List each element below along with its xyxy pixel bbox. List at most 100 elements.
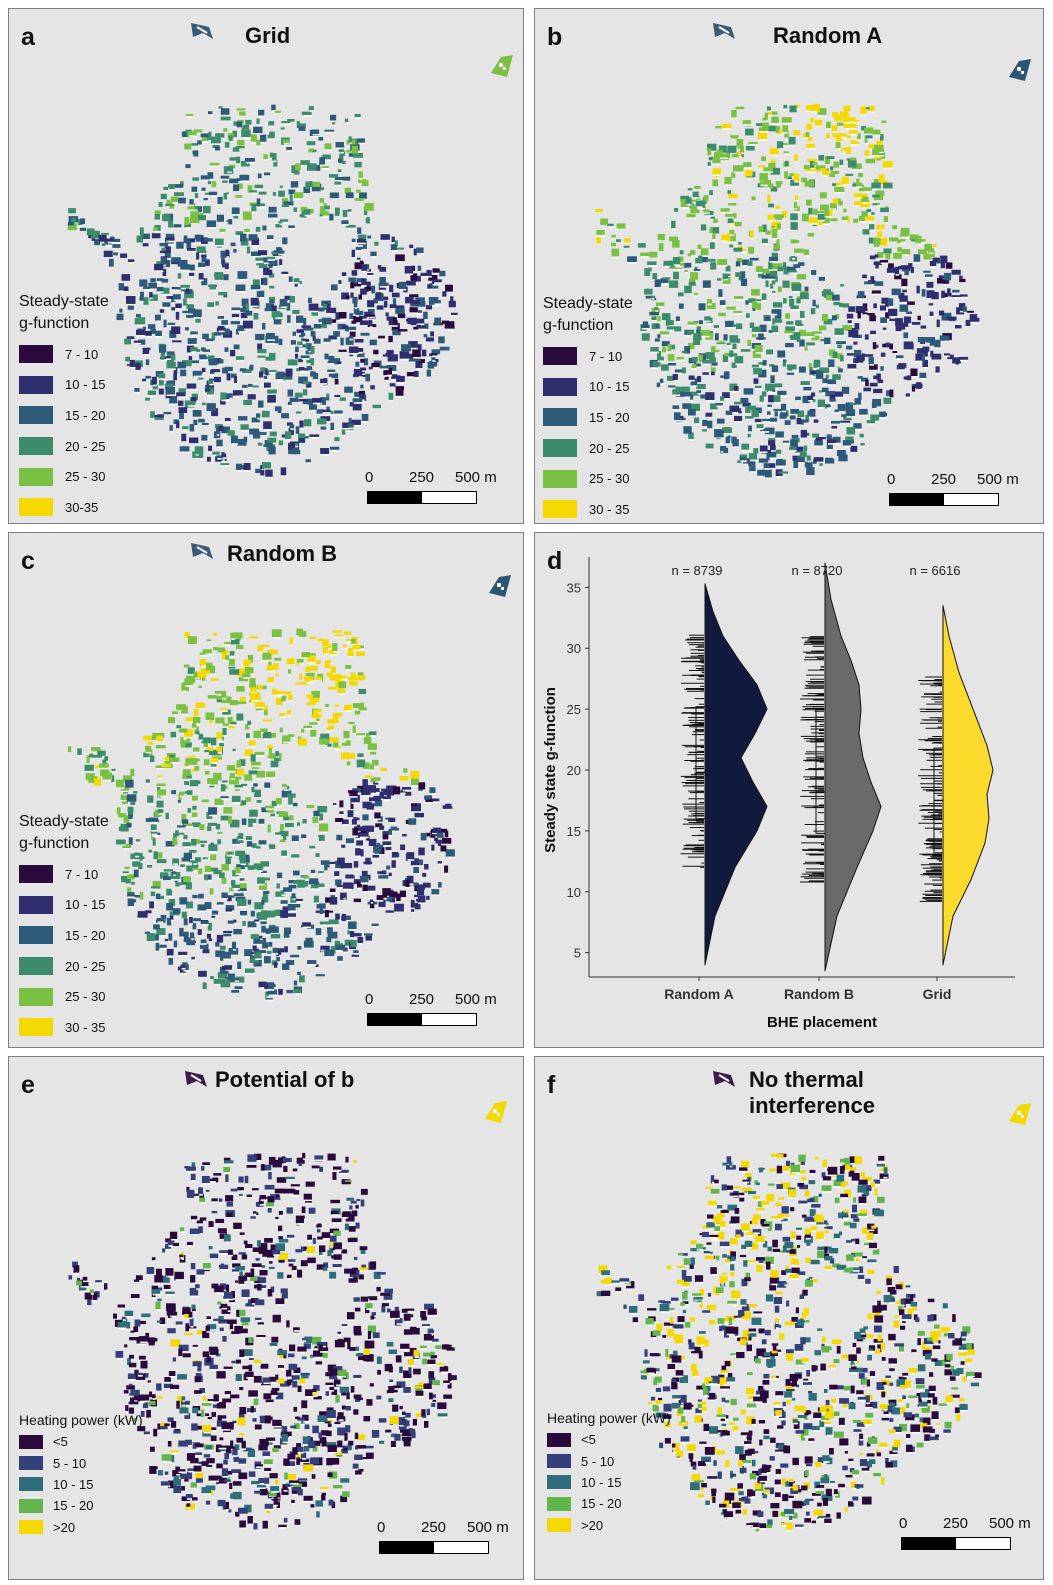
inset-map-icon [485,1101,507,1123]
legend-label: 15 - 20 [65,407,106,423]
legend-item: 15 - 20 [19,1495,143,1516]
legend-item: 10 - 15 [19,1474,143,1495]
legend-item: <5 [19,1431,143,1452]
legend-label: 25 - 30 [65,469,106,485]
legend-swatch [19,1498,43,1513]
inset-map-icon [489,575,511,597]
x-axis-label: BHE placement [767,1014,877,1031]
map-a [67,104,458,477]
x-tick-label: Random B [784,986,854,1002]
scale-label-250: 250 [943,1515,969,1532]
north-arrow-icon [713,1071,735,1087]
panel-label: f [547,1071,556,1099]
legend-label: 15 - 20 [53,1498,94,1514]
building-footprints [67,628,455,1001]
legend-item: 10 - 15 [19,890,109,921]
y-tick-label: 10 [567,885,581,900]
panel-label: e [21,1071,35,1099]
legend-item: 20 - 25 [19,431,109,462]
legend-swatch [19,345,53,364]
scale-label-250: 250 [931,471,957,488]
legend-label: 15 - 20 [589,409,630,425]
map-b [595,103,980,479]
legend-swatch [19,437,53,456]
scale-label-500: 500 m [455,991,497,1008]
legend-heating-power: Heating power (kW) <5 5 - 10 10 - 15 15 - 2… [547,1409,671,1536]
legend-label: 20 - 25 [589,440,630,456]
legend-label: 15 - 20 [65,927,106,943]
scale-label-0: 0 [365,469,374,486]
legend-label: 10 - 15 [65,377,106,393]
legend-swatch [543,347,577,366]
legend-label: 10 - 15 [65,897,106,913]
y-tick-label: 30 [567,641,581,656]
legend-item: 7 - 10 [543,341,633,372]
legend-label: 30-35 [65,499,99,515]
panel-label: c [21,547,35,575]
panel-a-grid: a Grid Steady-state g-function 7 - 10 10 … [8,8,524,524]
y-tick-label: 5 [574,946,581,961]
scale-label-500: 500 m [455,469,497,486]
legend-swatch [547,1496,571,1511]
legend-swatch [19,498,53,517]
legend-swatch [19,1477,43,1492]
legend-g-function: Steady-state g-function 7 - 10 10 - 15 15 … [19,291,109,523]
legend-title: Steady-state g-function [19,293,109,332]
legend-item: 7 - 10 [19,339,109,370]
scale-label-0: 0 [365,991,374,1008]
scale-label-0: 0 [377,1519,386,1536]
legend-swatch [547,1454,571,1469]
legend-swatch [543,439,577,458]
legend-item: 25 - 30 [543,463,633,494]
panel-title: Potential of b [215,1067,355,1092]
legend-item: <5 [547,1429,671,1450]
legend-item: 30-35 [19,492,109,523]
legend-item: >20 [547,1515,671,1536]
scale-label-250: 250 [421,1519,447,1536]
legend-item: 15 - 20 [547,1493,671,1514]
scale-bar: 0 250 500 m [887,471,1019,511]
legend-heating-power: Heating power (kW) <5 5 - 10 10 - 15 15 - 2… [19,1411,143,1538]
inset-map-icon [1009,1103,1031,1125]
legend-item: 10 - 15 [543,372,633,403]
legend-label: 10 - 15 [53,1476,94,1492]
legend-swatch [19,1456,43,1471]
legend-item: 15 - 20 [543,402,633,433]
legend-title: Steady-state g-function [19,813,109,852]
n-count-label: n = 6616 [910,563,961,578]
panel-b-random-a: b Random A Steady-state g-function 7 - 1… [534,8,1044,524]
legend-label: 7 - 10 [65,346,99,362]
legend-label: 30 - 35 [589,501,630,517]
violin-grid [942,605,994,966]
legend-item: 10 - 15 [19,370,109,401]
legend-label: 10 - 15 [589,379,630,395]
legend-swatch [543,408,577,427]
legend-item: 25 - 30 [19,981,109,1012]
legend-label: >20 [53,1519,76,1535]
violin-chart: 5 10 15 20 25 30 35 Steady state g-function BHE … [542,557,1015,1031]
legend-label: 20 - 25 [65,958,106,974]
map-c [67,628,455,1001]
building-footprints [68,1152,457,1532]
legend-swatch [543,377,577,396]
legend-item: 7 - 10 [19,859,109,890]
panel-f-no-thermal-interference: f No thermal interference Heating power … [534,1056,1044,1580]
scale-label-500: 500 m [989,1515,1031,1532]
building-footprints [67,104,458,477]
violin-random-b [824,562,882,972]
legend-label: 30 - 35 [65,1019,106,1035]
legend-swatch [547,1475,571,1490]
scale-label-500: 500 m [467,1519,509,1536]
legend-swatch [543,469,577,488]
panel-label: a [21,23,35,51]
legend-label: <5 [581,1432,596,1448]
legend-swatch [19,987,53,1006]
legend-title: Heating power (kW) [19,1412,143,1428]
legend-label: >20 [581,1517,604,1533]
legend-item: 5 - 10 [19,1452,143,1473]
legend-title: Heating power (kW) [547,1410,671,1426]
panel-c-random-b: c Random B Steady-state g-function 7 - 1… [8,532,524,1048]
legend-swatch [19,375,53,394]
panel-d-violin-chart: d 5 10 15 20 25 30 35 Steady state g-function BH… [534,532,1044,1048]
legend-swatch [547,1518,571,1533]
